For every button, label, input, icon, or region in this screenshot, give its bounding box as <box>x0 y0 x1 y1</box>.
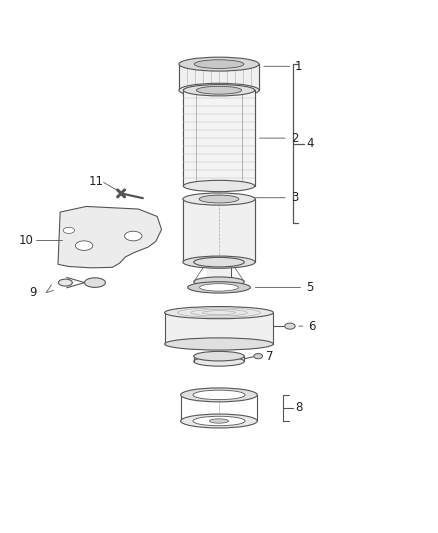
Text: 2: 2 <box>260 132 298 144</box>
Ellipse shape <box>193 416 245 426</box>
Ellipse shape <box>254 353 262 359</box>
Ellipse shape <box>181 414 257 428</box>
Ellipse shape <box>179 57 259 71</box>
Ellipse shape <box>184 85 254 96</box>
Text: 6: 6 <box>299 320 316 333</box>
Ellipse shape <box>183 193 255 205</box>
Ellipse shape <box>187 282 251 293</box>
Ellipse shape <box>85 278 106 287</box>
Ellipse shape <box>165 306 273 319</box>
Ellipse shape <box>194 357 244 366</box>
Ellipse shape <box>206 195 232 200</box>
Text: 7: 7 <box>266 350 273 362</box>
Polygon shape <box>58 206 162 268</box>
Text: 8: 8 <box>295 401 303 415</box>
Ellipse shape <box>194 277 244 287</box>
Ellipse shape <box>179 83 259 97</box>
Bar <box>165 313 273 344</box>
Ellipse shape <box>194 351 244 361</box>
Text: 5: 5 <box>255 281 314 294</box>
Bar <box>179 64 259 90</box>
Ellipse shape <box>196 86 242 94</box>
Ellipse shape <box>198 194 240 201</box>
Ellipse shape <box>194 257 244 267</box>
Text: 1: 1 <box>264 60 303 73</box>
Ellipse shape <box>194 60 244 68</box>
Ellipse shape <box>58 279 72 286</box>
Ellipse shape <box>183 256 255 268</box>
Text: 10: 10 <box>19 234 34 247</box>
Ellipse shape <box>181 388 257 402</box>
Ellipse shape <box>124 231 142 241</box>
Text: 3: 3 <box>245 191 298 204</box>
Ellipse shape <box>63 228 74 233</box>
Text: 4: 4 <box>306 137 314 150</box>
Bar <box>184 90 254 186</box>
Ellipse shape <box>209 419 229 423</box>
Ellipse shape <box>184 180 254 192</box>
Ellipse shape <box>285 323 295 329</box>
Ellipse shape <box>165 338 273 350</box>
Ellipse shape <box>75 241 93 251</box>
Ellipse shape <box>193 390 245 400</box>
Text: 9: 9 <box>30 286 37 299</box>
Bar <box>207 262 231 282</box>
Ellipse shape <box>200 284 238 291</box>
Ellipse shape <box>199 195 239 203</box>
Text: 11: 11 <box>88 175 103 188</box>
Bar <box>183 199 255 262</box>
